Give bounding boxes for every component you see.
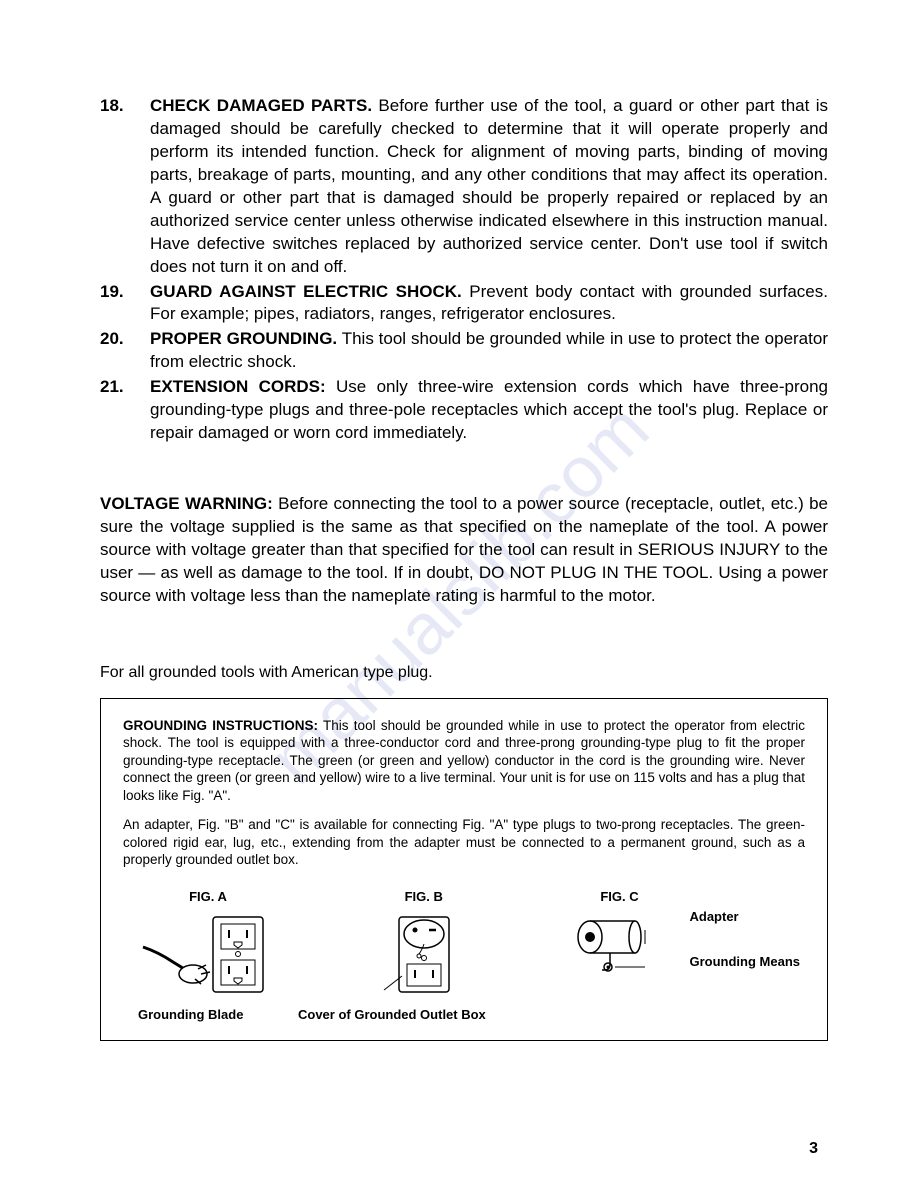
item-heading: GUARD AGAINST ELECTRIC SHOCK. bbox=[150, 282, 462, 301]
box-para-1: GROUNDING INSTRUCTIONS: This tool should… bbox=[123, 717, 805, 805]
item-heading: PROPER GROUNDING. bbox=[150, 329, 337, 348]
box-para-heading: GROUNDING INSTRUCTIONS: bbox=[123, 718, 318, 733]
fig-c-drawing bbox=[560, 912, 680, 987]
item-number: 18. bbox=[100, 95, 150, 279]
item-number: 20. bbox=[100, 328, 150, 374]
voltage-heading: VOLTAGE WARNING: bbox=[100, 494, 273, 513]
list-item-20: 20. PROPER GROUNDING. This tool should b… bbox=[100, 328, 828, 374]
list-item-21: 21. EXTENSION CORDS: Use only three-wire… bbox=[100, 376, 828, 445]
voltage-warning: VOLTAGE WARNING: Before connecting the t… bbox=[100, 493, 828, 608]
item-text: PROPER GROUNDING. This tool should be gr… bbox=[150, 328, 828, 374]
box-para-2: An adapter, Fig. "B" and "C" is availabl… bbox=[123, 816, 805, 869]
list-item-18: 18. CHECK DAMAGED PARTS. Before further … bbox=[100, 95, 828, 279]
grounding-means-label: Grounding Means bbox=[690, 954, 801, 969]
figure-captions: Grounding Blade Cover of Grounded Outlet… bbox=[123, 1007, 805, 1022]
item-text: GUARD AGAINST ELECTRIC SHOCK. Prevent bo… bbox=[150, 281, 828, 327]
figure-a: FIG. A bbox=[128, 889, 288, 997]
item-text: EXTENSION CORDS: Use only three-wire ext… bbox=[150, 376, 828, 445]
grounding-box: GROUNDING INSTRUCTIONS: This tool should… bbox=[100, 698, 828, 1041]
item-body: Before further use of the tool, a guard … bbox=[150, 96, 828, 276]
item-heading: CHECK DAMAGED PARTS. bbox=[150, 96, 372, 115]
item-text: CHECK DAMAGED PARTS. Before further use … bbox=[150, 95, 828, 279]
item-heading: EXTENSION CORDS: bbox=[150, 377, 326, 396]
page-content: 18. CHECK DAMAGED PARTS. Before further … bbox=[100, 95, 828, 1041]
figure-b: FIG. B bbox=[344, 889, 504, 997]
figures-row: FIG. A bbox=[123, 889, 805, 997]
fig-b-label: FIG. B bbox=[344, 889, 504, 904]
item-number: 21. bbox=[100, 376, 150, 445]
caption-blade: Grounding Blade bbox=[138, 1007, 298, 1022]
fig-c-labels: Adapter Grounding Means bbox=[690, 889, 801, 969]
item-number: 19. bbox=[100, 281, 150, 327]
page-number: 3 bbox=[809, 1140, 818, 1158]
list-item-19: 19. GUARD AGAINST ELECTRIC SHOCK. Preven… bbox=[100, 281, 828, 327]
plug-note: For all grounded tools with American typ… bbox=[100, 663, 828, 684]
adapter-label: Adapter bbox=[690, 909, 739, 924]
caption-cover: Cover of Grounded Outlet Box bbox=[298, 1007, 486, 1022]
fig-b-drawing bbox=[344, 912, 504, 997]
fig-a-label: FIG. A bbox=[128, 889, 288, 904]
figure-c: FIG. C bbox=[560, 889, 801, 997]
fig-c-label: FIG. C bbox=[560, 889, 680, 904]
fig-a-drawing bbox=[128, 912, 288, 997]
